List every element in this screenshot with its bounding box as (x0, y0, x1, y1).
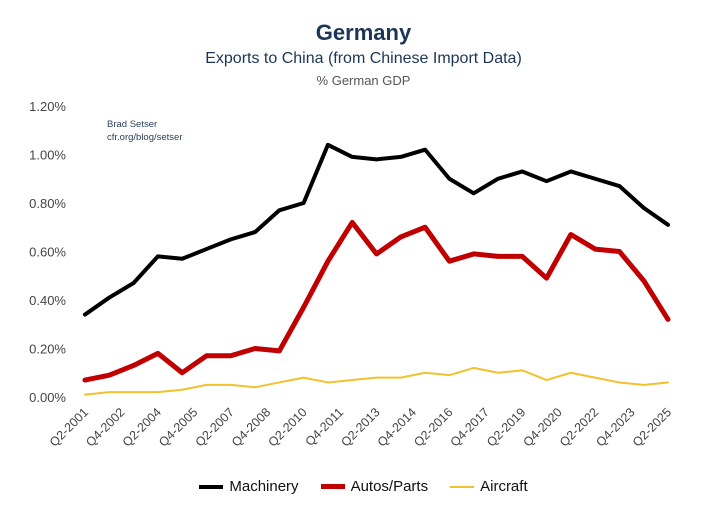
x-tick-label: Q2-2022 (557, 405, 601, 449)
x-tick-label: Q4-2014 (375, 405, 419, 449)
x-tick-label: Q4-2005 (156, 405, 200, 449)
x-tick-label: Q2-2019 (484, 405, 528, 449)
legend-item: Autos/Parts (320, 478, 429, 495)
series-line-aircraft (84, 366, 669, 396)
y-tick-label: 1.00% (29, 148, 66, 163)
y-tick-label: 0.20% (29, 342, 66, 357)
x-tick-label: Q2-2007 (193, 405, 237, 449)
x-tick-label: Q4-2008 (229, 405, 273, 449)
legend-item: Machinery (199, 478, 299, 495)
y-axis-label: % German GDP (316, 73, 411, 88)
x-tick-label: Q4-2020 (521, 405, 565, 449)
x-tick-label: Q2-2001 (47, 405, 91, 449)
legend-swatch (199, 484, 224, 489)
series-line-autos-parts (82, 219, 671, 383)
legend-label: Autos/Parts (350, 478, 429, 495)
x-tick-label: Q4-2023 (593, 405, 637, 449)
x-tick-label: Q2-2025 (630, 405, 674, 449)
y-tick-label: 0.60% (29, 245, 66, 260)
legend-item: Aircraft (450, 478, 528, 495)
y-tick-label: 0.80% (29, 196, 66, 211)
legend: Machinery Autos/Parts Aircraft (0, 478, 727, 495)
x-tick-label: Q2-2016 (411, 405, 455, 449)
legend-label: Machinery (229, 478, 299, 495)
credit-url: cfr.org/blog/setser (107, 132, 183, 143)
chart-title: Germany (315, 20, 412, 45)
chart-subtitle: Exports to China (from Chinese Import Da… (205, 50, 522, 67)
y-tick-label: 0.40% (29, 293, 66, 308)
y-tick-label: 1.20% (29, 99, 66, 114)
y-tick-label: 0.00% (29, 390, 66, 405)
x-tick-label: Q2-2013 (338, 405, 382, 449)
legend-swatch (450, 485, 475, 488)
x-tick-label: Q4-2002 (83, 405, 127, 449)
legend-label: Aircraft (480, 478, 528, 495)
credit-author: Brad Setser (107, 119, 158, 130)
x-tick-label: Q2-2010 (265, 405, 309, 449)
legend-swatch (320, 484, 345, 489)
x-tick-label: Q2-2004 (120, 405, 164, 449)
x-tick-label: Q4-2017 (448, 405, 492, 449)
series-line-machinery (83, 142, 670, 317)
